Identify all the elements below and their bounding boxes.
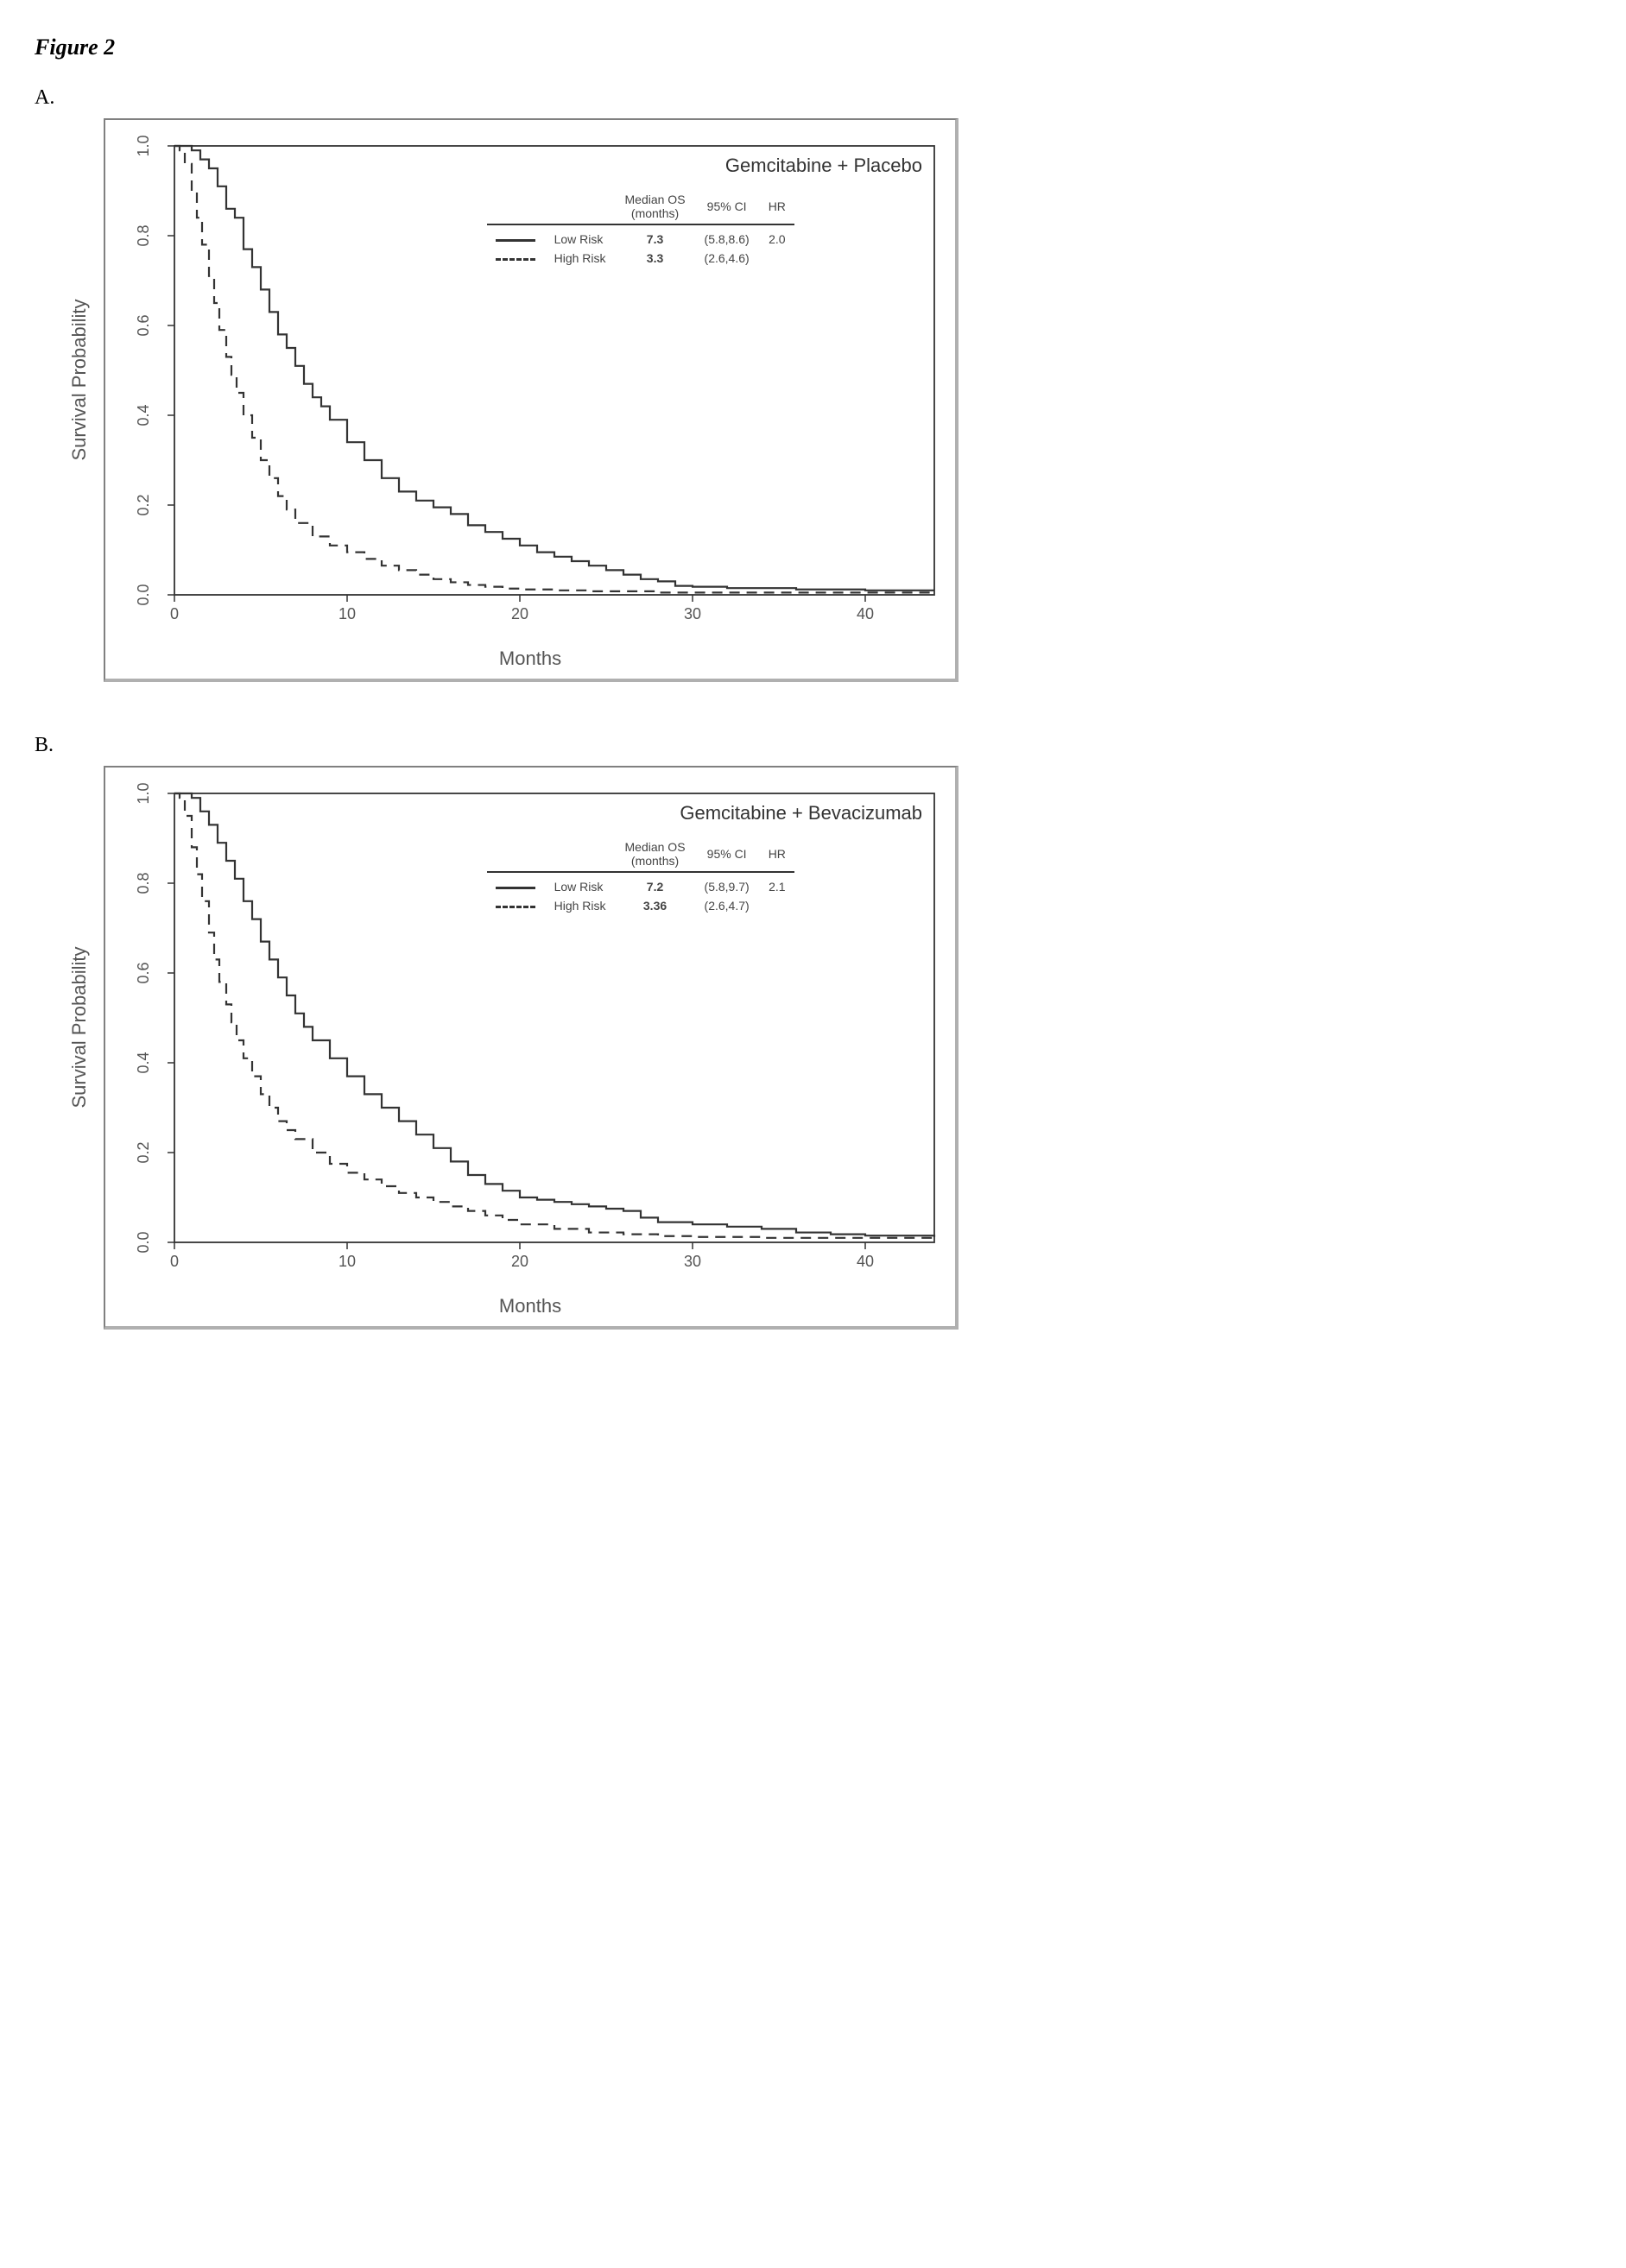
- svg-text:0.4: 0.4: [135, 404, 152, 426]
- svg-text:0.2: 0.2: [135, 1141, 152, 1163]
- svg-text:0.0: 0.0: [135, 1231, 152, 1253]
- svg-text:30: 30: [684, 605, 701, 622]
- legend-table: Median OS(months) 95% CI HR Low Risk 7.3…: [485, 189, 796, 268]
- y-axis-label: Survival Probability: [68, 941, 91, 1114]
- x-axis-label: Months: [114, 648, 946, 670]
- panel-B: Survival Probability0102030400.00.20.40.…: [104, 766, 1071, 1330]
- figure-page: Figure 2 A. Survival Probability 0 10 20 30 4…: [35, 35, 1071, 1330]
- svg-text:1.0: 1.0: [135, 135, 152, 156]
- svg-text:0.6: 0.6: [135, 962, 152, 983]
- panel-B-label: B.: [35, 734, 1071, 757]
- svg-text:10: 10: [338, 605, 356, 622]
- svg-text:0: 0: [170, 605, 179, 622]
- chart-frame-B: Survival Probability0102030400.00.20.40.…: [104, 766, 959, 1330]
- panel-A-label: A.: [35, 86, 1071, 110]
- svg-text:0.0: 0.0: [135, 584, 152, 605]
- svg-text:10: 10: [338, 1253, 356, 1270]
- svg-text:40: 40: [857, 605, 874, 622]
- svg-text:Gemcitabine + Bevacizumab: Gemcitabine + Bevacizumab: [680, 802, 922, 824]
- svg-text:1.0: 1.0: [135, 782, 152, 804]
- svg-text:20: 20: [511, 1253, 528, 1270]
- svg-text:0.4: 0.4: [135, 1052, 152, 1073]
- svg-text:30: 30: [684, 1253, 701, 1270]
- panel-A: Survival Probability0102030400.00.20.40.…: [104, 118, 1071, 682]
- chart-frame-A: Survival Probability0102030400.00.20.40.…: [104, 118, 959, 682]
- legend: Median OS(months) 95% CI HR Low Risk 7.2…: [485, 837, 796, 916]
- svg-text:0.8: 0.8: [135, 872, 152, 894]
- svg-text:40: 40: [857, 1253, 874, 1270]
- svg-text:20: 20: [511, 605, 528, 622]
- legend-table: Median OS(months) 95% CI HR Low Risk 7.2…: [485, 837, 796, 916]
- svg-text:0.8: 0.8: [135, 224, 152, 246]
- svg-text:0: 0: [170, 1253, 179, 1270]
- svg-text:0.6: 0.6: [135, 314, 152, 336]
- y-axis-label: Survival Probability: [68, 294, 91, 466]
- figure-title: Figure 2: [35, 35, 1071, 60]
- x-axis-label: Months: [114, 1295, 946, 1317]
- svg-text:0.2: 0.2: [135, 494, 152, 515]
- svg-text:Gemcitabine + Placebo: Gemcitabine + Placebo: [725, 155, 922, 176]
- legend: Median OS(months) 95% CI HR Low Risk 7.3…: [485, 189, 796, 268]
